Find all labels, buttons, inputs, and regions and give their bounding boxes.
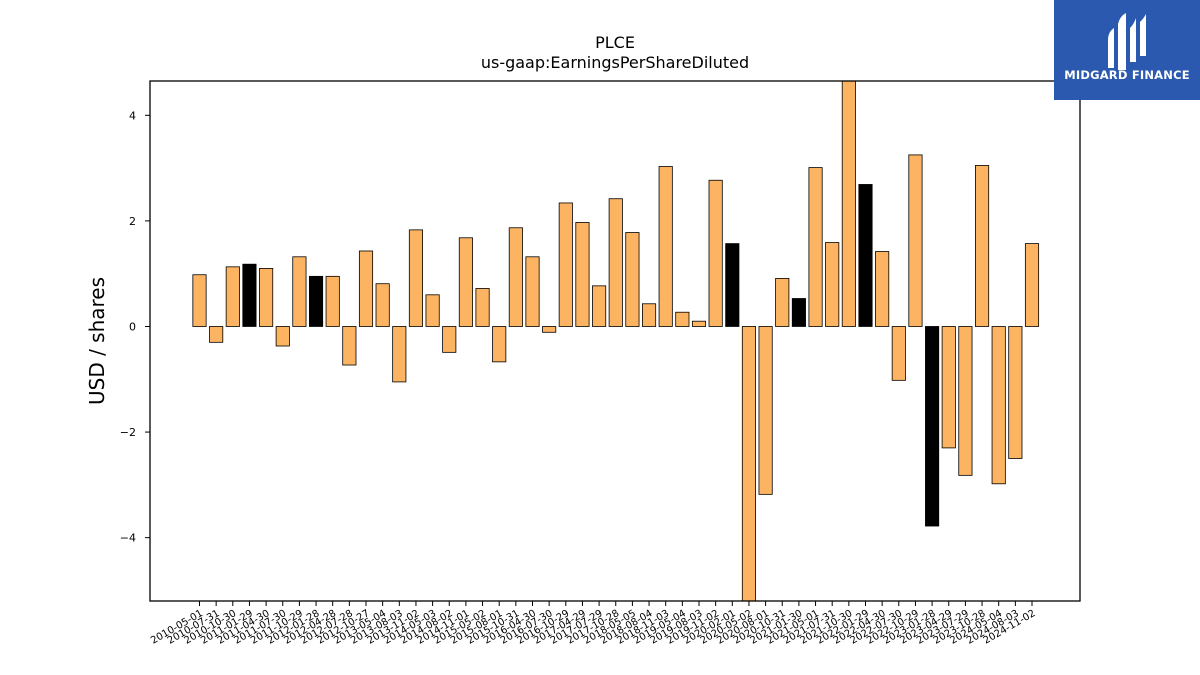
- bar-2022-10-29: [908, 154, 923, 327]
- bar-2021-10-30: [841, 80, 856, 327]
- bar-2020-08-01: [758, 326, 773, 495]
- bar-2011-04-30: [259, 268, 274, 327]
- bar-2020-10-31: [775, 278, 790, 327]
- bar-2015-05-02: [475, 288, 490, 327]
- bar-2023-01-28: [925, 326, 940, 527]
- y-tick-label: 0: [129, 320, 136, 333]
- plot-frame: [149, 80, 1081, 602]
- bar-2024-05-04: [991, 326, 1006, 485]
- bar-2012-01-28: [308, 275, 324, 327]
- bar-2019-11-02: [708, 179, 723, 327]
- bar-2012-04-28: [325, 275, 340, 327]
- bar-2018-08-04: [642, 303, 657, 327]
- y-tick-label: −2: [120, 426, 136, 439]
- bar-2010-05-01: [192, 274, 207, 327]
- bar-2017-10-28: [608, 198, 623, 327]
- y-axis-ticks: −4 −2 0 2 4: [120, 109, 150, 545]
- bar-2024-08-03: [1008, 326, 1023, 459]
- bar-2013-05-04: [375, 283, 390, 327]
- bar-2016-10-29: [558, 202, 573, 327]
- bar-2016-07-30: [542, 326, 557, 333]
- bar-2020-02-01: [725, 243, 740, 327]
- bar-2011-01-29: [242, 263, 257, 327]
- y-tick-label: 4: [129, 109, 136, 122]
- bar-2020-05-02: [741, 326, 756, 602]
- bar-2023-07-29: [958, 326, 973, 476]
- bar-2023-10-28: [975, 165, 990, 327]
- chart-subtitle: us-gaap:EarningsPerShareDiluted: [481, 53, 749, 72]
- bar-2018-11-03: [658, 166, 673, 327]
- y-axis-label: USD / shares: [85, 277, 109, 405]
- bar-2013-11-02: [408, 229, 423, 327]
- bar-2011-07-30: [275, 326, 290, 347]
- chart-title: PLCE: [595, 33, 635, 52]
- brand-logo: MIDGARD FINANCE: [1054, 0, 1200, 100]
- bar-2011-10-29: [292, 256, 307, 327]
- bar-2021-05-01: [808, 167, 823, 327]
- x-axis-ticks: 2010-05-012010-07-312010-10-302011-01-29…: [149, 601, 1038, 647]
- bar-2021-07-31: [825, 242, 840, 327]
- midgard-logo-icon: [1108, 13, 1146, 70]
- bar-2014-11-01: [458, 237, 473, 327]
- brand-name: MIDGARD FINANCE: [1064, 68, 1190, 82]
- bar-2018-05-05: [625, 232, 640, 327]
- bar-2019-08-03: [691, 320, 707, 327]
- bar-2024-11-02: [1024, 243, 1040, 327]
- bar-2015-10-31: [508, 227, 523, 327]
- bar-2022-04-30: [875, 251, 890, 327]
- bar-2012-07-28: [342, 326, 357, 366]
- bar-2022-01-29: [858, 184, 873, 327]
- bar-2010-10-30: [225, 266, 240, 327]
- bar-2017-04-29: [575, 222, 590, 327]
- bar-2019-05-04: [675, 311, 690, 327]
- bar-2022-07-30: [891, 326, 906, 381]
- bar-2023-04-29: [941, 326, 956, 449]
- y-tick-label: −4: [120, 532, 136, 545]
- bar-2014-08-02: [442, 326, 457, 353]
- bar-2013-08-03: [392, 326, 407, 383]
- bar-2010-07-31: [209, 326, 224, 343]
- bar-2016-04-30: [525, 256, 540, 327]
- bar-2021-01-30: [791, 298, 806, 327]
- bar-2012-10-27: [358, 250, 374, 327]
- bars: [192, 80, 1040, 602]
- y-tick-label: 2: [129, 215, 136, 228]
- bar-2015-08-01: [492, 326, 507, 363]
- bar-2014-05-03: [425, 294, 440, 327]
- bar-2017-07-29: [592, 285, 607, 327]
